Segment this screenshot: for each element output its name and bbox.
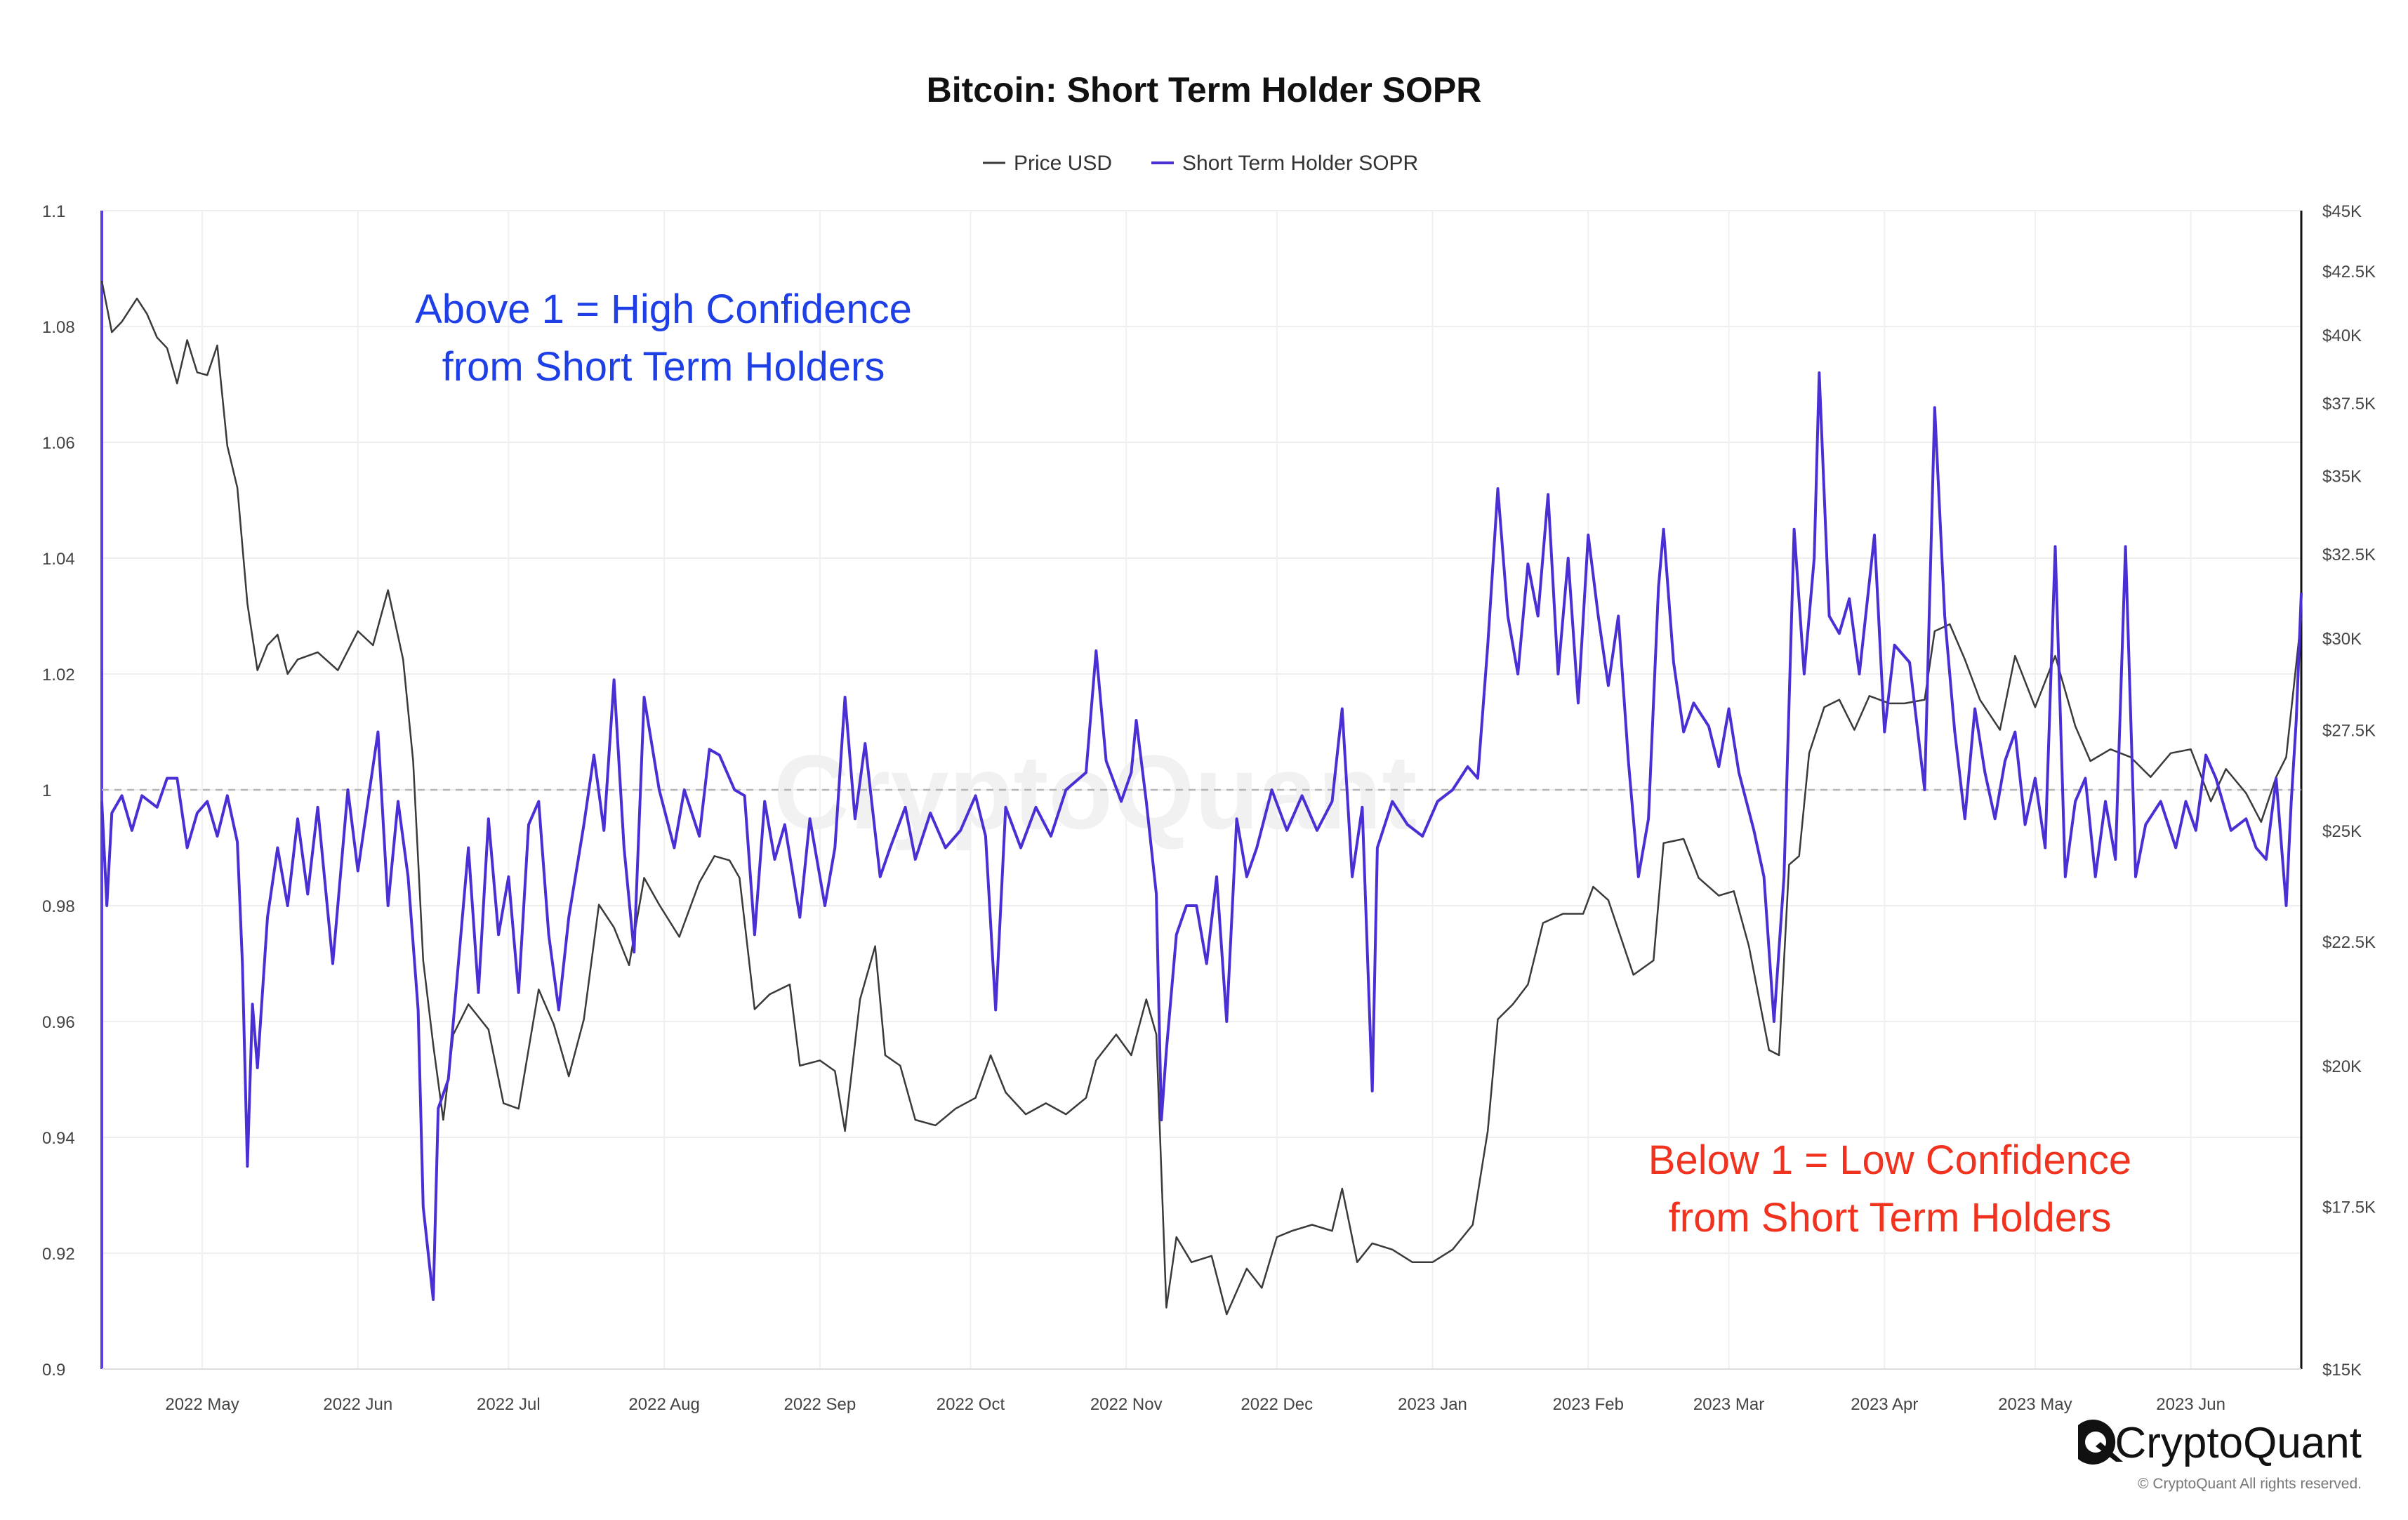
chart-title: Bitcoin: Short Term Holder SOPR	[927, 70, 1482, 110]
left-axis-ticks: 0.9 0.92 0.94 0.96 0.98 1 1.02 1.04 1.06 1.08 1.1	[42, 202, 75, 1380]
right-tick-label: $45K	[2322, 202, 2362, 221]
x-axis-ticks: 2022 May 2022 Jun 2022 Jul 2022 Aug 2022 Sep…	[165, 1395, 2225, 1414]
x-tick-label: 2022 Jun	[323, 1395, 392, 1414]
right-tick-label: $30K	[2322, 630, 2362, 649]
legend-item-price[interactable]: Price USD	[983, 152, 1112, 175]
x-tick-label: 2022 Dec	[1241, 1395, 1313, 1414]
annotation-low-confidence: Below 1 = Low Confidence from Short Term…	[1648, 1137, 2131, 1241]
left-tick-label: 0.9	[42, 1361, 65, 1380]
x-tick-label: 2022 Sep	[783, 1395, 856, 1414]
right-tick-label: $17.5K	[2322, 1198, 2376, 1217]
series-line-sopr	[100, 371, 2303, 1301]
right-tick-label: $27.5K	[2322, 722, 2376, 741]
x-tick-label: 2023 Feb	[1553, 1395, 1624, 1414]
left-tick-label: 0.94	[42, 1129, 75, 1148]
right-axis-ticks: $15K $17.5K $20K $22.5K $25K $27.5K $30K $32.5K…	[2322, 202, 2376, 1380]
right-tick-label: $40K	[2322, 326, 2362, 345]
left-tick-label: 1.02	[42, 666, 75, 685]
annotation-high-confidence: Above 1 = High Confidence from Short Ter…	[415, 286, 912, 390]
x-tick-label: 2023 Jan	[1398, 1395, 1467, 1414]
x-tick-label: 2022 Nov	[1090, 1395, 1163, 1414]
annotation-high-line-2: from Short Term Holders	[442, 344, 885, 390]
legend-label-sopr: Short Term Holder SOPR	[1182, 152, 1418, 175]
left-tick-label: 0.98	[42, 897, 75, 916]
annotation-high-line-1: Above 1 = High Confidence	[415, 286, 912, 332]
brand-logo: CryptoQuant	[2078, 1419, 2362, 1467]
x-tick-label: 2022 Jul	[477, 1395, 541, 1414]
right-tick-label: $32.5K	[2322, 546, 2376, 564]
annotation-low-line-1: Below 1 = Low Confidence	[1648, 1137, 2131, 1183]
right-tick-label: $22.5K	[2322, 933, 2376, 952]
series-line-price	[100, 280, 2303, 1316]
x-tick-label: 2022 Aug	[628, 1395, 699, 1414]
x-tick-label: 2023 Jun	[2156, 1395, 2225, 1414]
left-tick-label: 0.96	[42, 1013, 75, 1032]
left-tick-label: 1.06	[42, 434, 75, 453]
left-tick-label: 1.08	[42, 318, 75, 337]
brand-name: CryptoQuant	[2115, 1419, 2362, 1467]
x-tick-label: 2022 May	[165, 1395, 239, 1414]
left-tick-label: 0.92	[42, 1245, 75, 1264]
legend-item-sopr[interactable]: Short Term Holder SOPR	[1151, 152, 1418, 175]
right-tick-label: $37.5K	[2322, 395, 2376, 414]
left-tick-label: 1.1	[42, 202, 65, 221]
watermark: CryptoQuant	[774, 733, 1417, 851]
left-tick-label: 1	[42, 781, 51, 800]
x-tick-label: 2022 Oct	[937, 1395, 1005, 1414]
right-tick-label: $42.5K	[2322, 263, 2376, 282]
x-tick-label: 2023 May	[1998, 1395, 2072, 1414]
x-tick-label: 2023 Apr	[1851, 1395, 1918, 1414]
x-tick-label: 2023 Mar	[1693, 1395, 1764, 1414]
series-group	[100, 280, 2303, 1316]
copyright-text: © CryptoQuant All rights reserved.	[2138, 1476, 2362, 1492]
legend: Price USD Short Term Holder SOPR	[983, 152, 1418, 175]
right-tick-label: $25K	[2322, 822, 2362, 841]
right-tick-label: $35K	[2322, 467, 2362, 486]
right-tick-label: $15K	[2322, 1361, 2362, 1380]
legend-label-price: Price USD	[1014, 152, 1112, 175]
annotation-low-line-2: from Short Term Holders	[1669, 1195, 2112, 1241]
right-tick-label: $20K	[2322, 1057, 2362, 1076]
left-tick-label: 1.04	[42, 550, 75, 569]
cryptoquant-logo-icon	[2078, 1419, 2123, 1465]
